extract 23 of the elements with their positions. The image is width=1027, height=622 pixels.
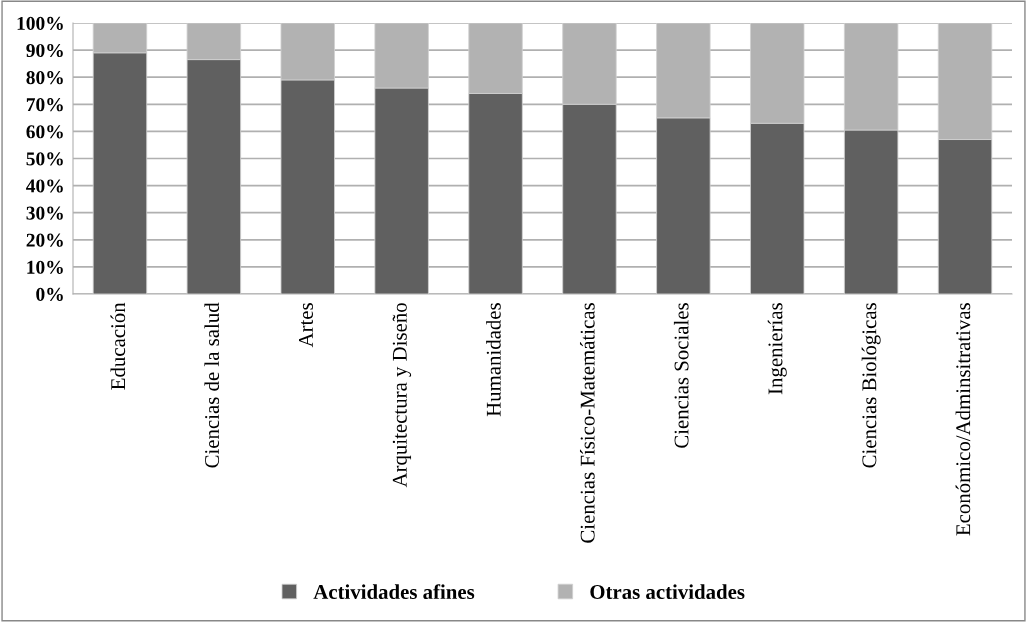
x-tick-label: Humanidades [486,303,501,417]
x-tick-label: Ciencias Biológicas [861,303,881,468]
x-tick-label: Educación [110,302,126,390]
y-tick-label: 60% [26,125,63,139]
y-tick-label: 20% [26,233,63,247]
x-tick-label: Ciencias Sociales [673,303,689,448]
x-tick-label: Ciencias de la salud [204,302,220,468]
y-tick-label: 10% [27,260,63,274]
legend-label: Otras actividades [590,584,745,600]
y-tick-label: 40% [26,179,63,193]
x-tick-label: Artes [299,303,313,348]
y-tick-label: 90% [26,43,63,58]
y-tick-label: 100% [17,16,63,30]
x-tick-label: Ingenierías [767,303,787,395]
y-tick-label: 70% [26,98,63,112]
legend-label: Actividades afines [313,584,475,600]
y-tick-label: 30% [26,206,63,220]
y-tick-label: 0% [36,287,63,301]
x-tick-label: Económico/Adminsitrativas [955,303,971,536]
y-tick-label: 50% [26,152,63,166]
x-tick-label: Ciencias Físico-Matemáticas [579,303,595,543]
x-tick-label: Arquitectura y Diseño [392,303,412,488]
y-tick-label: 80% [26,71,63,85]
